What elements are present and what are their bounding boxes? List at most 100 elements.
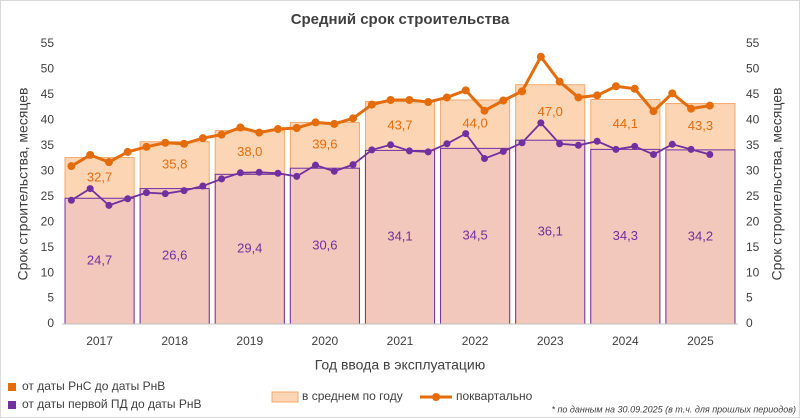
value-label: 43,7 — [387, 117, 412, 132]
y-tick-label: 10 — [41, 265, 55, 279]
legend-label: от даты первой ПД до даты РнВ — [22, 397, 202, 411]
value-label: 39,6 — [312, 137, 337, 152]
quarterly-marker — [556, 140, 564, 148]
x-tick-label: 2019 — [236, 334, 263, 348]
quarterly-marker — [123, 147, 132, 156]
quarterly-marker — [499, 96, 508, 105]
quarterly-marker — [273, 125, 282, 134]
y-tick-label: 30 — [41, 163, 55, 177]
quarterly-marker — [330, 167, 338, 175]
value-label: 26,6 — [162, 248, 187, 263]
quarterly-marker — [67, 162, 76, 171]
y-tick-label: 15 — [41, 240, 55, 254]
quarterly-marker — [536, 52, 545, 61]
quarterly-marker — [593, 137, 601, 145]
quarterly-marker — [105, 201, 113, 209]
quarterly-marker — [67, 196, 75, 204]
x-tick-label: 2017 — [86, 334, 113, 348]
bar — [214, 173, 285, 325]
value-label: 29,4 — [237, 241, 262, 256]
value-label: 30,6 — [312, 238, 337, 253]
quarterly-marker — [86, 150, 95, 159]
quarterly-marker — [537, 119, 545, 127]
x-tick-label: 2018 — [161, 334, 188, 348]
quarterly-marker — [86, 185, 94, 193]
value-label: 35,8 — [162, 157, 187, 172]
quarterly-marker — [292, 124, 301, 132]
quarterly-marker — [161, 138, 170, 147]
quarterly-marker — [405, 96, 414, 104]
bar — [440, 147, 511, 325]
quarterly-marker — [518, 139, 526, 147]
value-label: 38,0 — [237, 144, 262, 159]
footnote: * по данным на 30.09.2025 (в т.ч. для пр… — [551, 404, 796, 414]
legend-swatch — [432, 393, 440, 401]
quarterly-marker — [649, 107, 658, 116]
value-label: 43,3 — [688, 118, 713, 133]
y-tick-label: 20 — [41, 214, 55, 228]
y2-tick-label: 25 — [746, 189, 760, 203]
quarterly-marker — [199, 182, 207, 190]
legend-label: от даты РнС до даты РнВ — [22, 379, 165, 393]
quarterly-marker — [198, 134, 207, 143]
quarterly-marker — [367, 100, 376, 109]
quarterly-marker — [462, 130, 470, 138]
quarterly-marker — [443, 140, 451, 148]
y2-tick-label: 50 — [746, 62, 760, 76]
quarterly-marker — [218, 175, 226, 183]
y2-tick-label: 45 — [746, 87, 760, 101]
bar — [364, 149, 436, 325]
value-label: 34,5 — [462, 228, 487, 243]
chart-title: Средний срок строительства — [291, 11, 510, 28]
value-label: 24,7 — [87, 253, 112, 268]
quarterly-marker — [442, 93, 451, 102]
quarterly-marker — [481, 155, 488, 163]
bar — [515, 139, 586, 325]
quarterly-marker — [687, 104, 696, 113]
quarterly-marker — [312, 161, 319, 169]
quarterly-marker — [574, 141, 582, 149]
y-tick-label: 0 — [47, 316, 54, 330]
y-tick-label: 55 — [41, 36, 55, 50]
bar — [590, 148, 661, 325]
quarterly-marker — [630, 84, 639, 93]
y-tick-label: 5 — [47, 291, 54, 305]
x-tick-label: 2020 — [312, 334, 339, 348]
legend-swatch — [8, 401, 16, 409]
legend-label: поквартально — [456, 389, 533, 403]
y-tick-label: 45 — [41, 87, 55, 101]
quarterly-marker — [668, 140, 676, 148]
y-axis-title: Срок строительства, месяцев — [15, 88, 31, 281]
value-label: 34,3 — [613, 228, 638, 243]
value-label: 32,7 — [87, 169, 112, 184]
quarterly-marker — [461, 86, 470, 95]
quarterly-marker — [255, 128, 264, 137]
quarterly-marker — [236, 169, 244, 177]
value-label: 34,2 — [688, 228, 713, 243]
quarterly-marker — [405, 147, 413, 155]
quarterly-marker — [349, 161, 357, 169]
quarterly-marker — [387, 141, 395, 149]
y2-axis-title: Срок строительства, месяцев — [769, 88, 785, 281]
quarterly-marker — [217, 130, 226, 139]
quarterly-marker — [650, 150, 657, 158]
value-label: 36,1 — [538, 224, 563, 239]
quarterly-marker — [499, 147, 507, 155]
quarterly-marker — [142, 142, 151, 151]
y2-tick-label: 35 — [746, 138, 760, 152]
y2-tick-label: 20 — [746, 214, 760, 228]
quarterly-marker — [611, 82, 620, 91]
y-tick-label: 35 — [41, 138, 55, 152]
value-label: 34,1 — [387, 229, 412, 244]
value-label: 44,1 — [613, 116, 638, 131]
x-tick-label: 2023 — [537, 334, 564, 348]
quarterly-marker — [104, 158, 113, 167]
quarterly-marker — [124, 195, 132, 203]
x-tick-label: 2021 — [387, 334, 414, 348]
quarterly-marker — [255, 168, 263, 176]
quarterly-marker — [612, 145, 620, 153]
quarterly-marker — [180, 187, 188, 195]
x-tick-label: 2022 — [462, 334, 489, 348]
quarterly-marker — [368, 146, 376, 154]
